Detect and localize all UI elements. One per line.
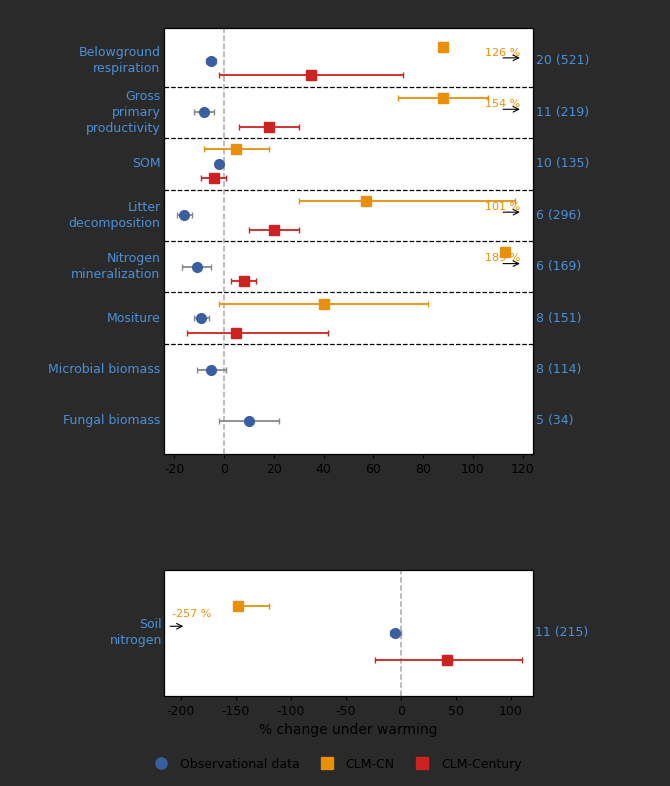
Text: Fungal biomass: Fungal biomass bbox=[63, 414, 160, 428]
Text: Gross
primary
productivity: Gross primary productivity bbox=[86, 90, 160, 135]
Text: Belowground
respiration: Belowground respiration bbox=[78, 46, 160, 75]
Legend: Observational data, CLM-CN, CLM-Century: Observational data, CLM-CN, CLM-Century bbox=[143, 753, 527, 776]
Text: Nitrogen
mineralization: Nitrogen mineralization bbox=[71, 252, 160, 281]
Text: Soil
nitrogen: Soil nitrogen bbox=[110, 619, 162, 648]
Text: 10 (135): 10 (135) bbox=[537, 157, 590, 171]
Text: 154 %: 154 % bbox=[485, 99, 520, 109]
Text: 20 (521): 20 (521) bbox=[537, 54, 590, 68]
Text: 189 %: 189 % bbox=[485, 253, 520, 263]
Text: 8 (114): 8 (114) bbox=[537, 363, 582, 376]
Text: 8 (151): 8 (151) bbox=[537, 311, 582, 325]
Text: Mositure: Mositure bbox=[107, 311, 160, 325]
Text: 6 (296): 6 (296) bbox=[537, 209, 582, 222]
Text: 6 (169): 6 (169) bbox=[537, 260, 582, 274]
Text: 11 (219): 11 (219) bbox=[537, 106, 590, 119]
Text: Litter
decomposition: Litter decomposition bbox=[68, 200, 160, 230]
Text: SOM: SOM bbox=[132, 157, 160, 171]
Text: 5 (34): 5 (34) bbox=[537, 414, 574, 428]
Text: Microbial biomass: Microbial biomass bbox=[48, 363, 160, 376]
Text: 11 (215): 11 (215) bbox=[535, 626, 588, 640]
Text: 126 %: 126 % bbox=[485, 48, 520, 57]
X-axis label: % change under warming: % change under warming bbox=[259, 723, 438, 737]
Text: -257 %: -257 % bbox=[172, 608, 211, 619]
Text: 101 %: 101 % bbox=[485, 202, 520, 212]
